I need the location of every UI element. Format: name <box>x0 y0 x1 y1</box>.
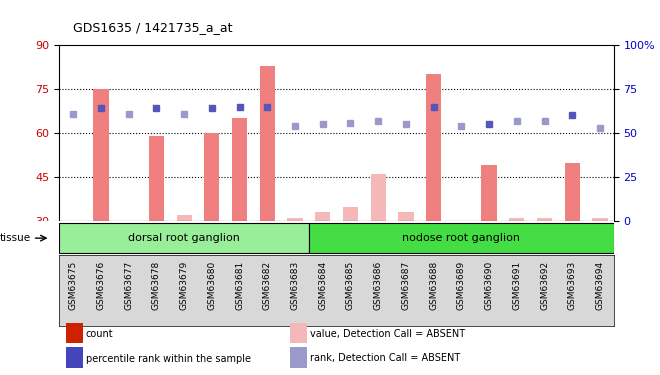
Text: GSM63690: GSM63690 <box>484 261 494 310</box>
Text: percentile rank within the sample: percentile rank within the sample <box>86 354 251 363</box>
Bar <box>315 212 331 221</box>
Text: GSM63681: GSM63681 <box>235 261 244 310</box>
Text: GSM63692: GSM63692 <box>540 261 549 310</box>
Bar <box>370 174 386 221</box>
Text: GSM63686: GSM63686 <box>374 261 383 310</box>
Text: GSM63682: GSM63682 <box>263 261 272 310</box>
Text: GSM63694: GSM63694 <box>595 261 605 310</box>
Text: GSM63676: GSM63676 <box>96 261 106 310</box>
Bar <box>343 207 358 221</box>
Text: GSM63677: GSM63677 <box>124 261 133 310</box>
Text: rank, Detection Call = ABSENT: rank, Detection Call = ABSENT <box>310 354 461 363</box>
Bar <box>59 223 309 254</box>
Bar <box>287 218 303 221</box>
Bar <box>309 223 614 254</box>
Bar <box>232 118 248 221</box>
Text: GSM63683: GSM63683 <box>290 261 300 310</box>
Text: GSM63675: GSM63675 <box>69 261 78 310</box>
Bar <box>176 215 192 221</box>
Text: GSM63679: GSM63679 <box>180 261 189 310</box>
Text: value, Detection Call = ABSENT: value, Detection Call = ABSENT <box>310 329 465 339</box>
Text: GSM63680: GSM63680 <box>207 261 216 310</box>
Text: GDS1635 / 1421735_a_at: GDS1635 / 1421735_a_at <box>73 21 232 34</box>
Bar <box>564 162 580 221</box>
Text: tissue: tissue <box>0 233 31 243</box>
Text: nodose root ganglion: nodose root ganglion <box>403 233 520 243</box>
Bar <box>509 218 525 221</box>
Text: GSM63689: GSM63689 <box>457 261 466 310</box>
Text: dorsal root ganglion: dorsal root ganglion <box>128 233 240 243</box>
Bar <box>537 218 552 221</box>
Bar <box>426 74 442 221</box>
Bar <box>148 136 164 221</box>
Bar <box>204 133 220 221</box>
Bar <box>259 66 275 221</box>
Text: GSM63685: GSM63685 <box>346 261 355 310</box>
Bar <box>398 212 414 221</box>
Text: GSM63688: GSM63688 <box>429 261 438 310</box>
Bar <box>592 218 608 221</box>
Bar <box>481 165 497 221</box>
Text: GSM63678: GSM63678 <box>152 261 161 310</box>
Text: GSM63687: GSM63687 <box>401 261 411 310</box>
Text: GSM63684: GSM63684 <box>318 261 327 310</box>
Text: count: count <box>86 329 114 339</box>
Text: GSM63693: GSM63693 <box>568 261 577 310</box>
Bar <box>93 89 109 221</box>
Text: GSM63691: GSM63691 <box>512 261 521 310</box>
